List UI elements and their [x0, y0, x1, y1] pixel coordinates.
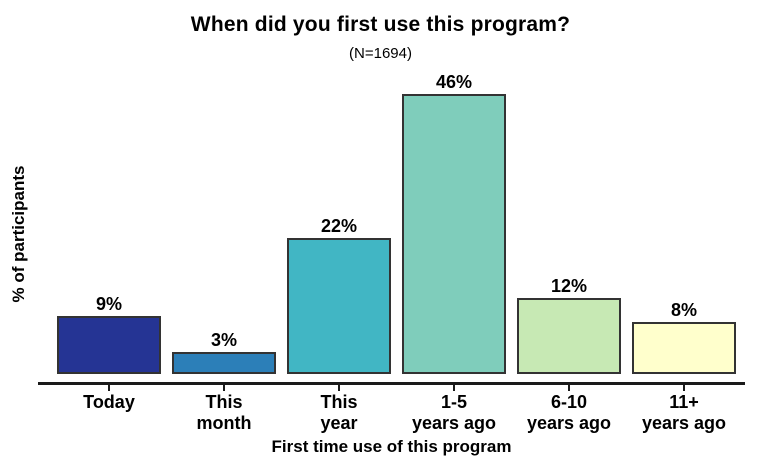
x-tick-label: 11+ years ago	[641, 392, 727, 433]
bar-group: 8%	[632, 301, 736, 374]
bar-value-label: 22%	[320, 216, 358, 236]
bar-group: 46%	[402, 73, 506, 374]
x-axis-tick	[683, 385, 685, 391]
bar-group: 3%	[172, 331, 276, 374]
x-tick-label: This year	[320, 392, 358, 433]
bar	[172, 352, 276, 374]
x-tick-label: Today	[83, 392, 135, 412]
bar-value-label: 3%	[210, 330, 237, 350]
x-axis-tick	[453, 385, 455, 391]
chart-title: When did you first use this program?	[190, 13, 571, 36]
x-tick-labels: Today This month This year 1-5 years ago 6-10 ye…	[57, 392, 736, 434]
x-axis-title: First time use of this program	[271, 437, 512, 456]
bar-group: 22%	[287, 217, 391, 374]
bar	[632, 322, 736, 374]
x-axis-tick	[108, 385, 110, 391]
x-tick-label: This month	[196, 392, 252, 433]
bar	[287, 238, 391, 374]
bar-value-label: 46%	[435, 72, 473, 92]
x-axis-tick	[338, 385, 340, 391]
bar-value-label: 8%	[670, 300, 697, 320]
bar-group: 9%	[57, 295, 161, 374]
bar	[402, 94, 506, 374]
x-tick-label: 6-10 years ago	[526, 392, 612, 433]
x-axis-tick	[568, 385, 570, 391]
y-axis-title: % of participants	[9, 165, 28, 303]
chart-subtitle: (N=1694)	[349, 45, 412, 62]
bar	[517, 298, 621, 374]
x-axis-line	[38, 382, 745, 385]
plot-area: 9% 3% 22% 46% 12% 8%	[57, 73, 736, 374]
bar-value-label: 12%	[550, 276, 588, 296]
bar-group: 12%	[517, 277, 621, 374]
bar	[57, 316, 161, 374]
bar-value-label: 9%	[95, 294, 122, 314]
x-axis-tick	[223, 385, 225, 391]
x-tick-label: 1-5 years ago	[411, 392, 497, 433]
